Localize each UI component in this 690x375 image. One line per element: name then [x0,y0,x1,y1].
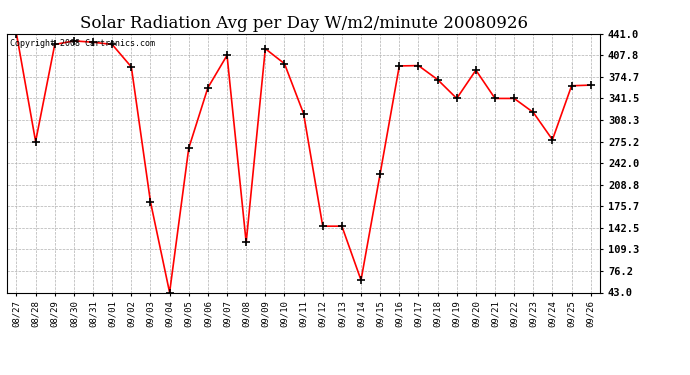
Text: Copyright 2008 Cartronics.com: Copyright 2008 Cartronics.com [10,39,155,48]
Title: Solar Radiation Avg per Day W/m2/minute 20080926: Solar Radiation Avg per Day W/m2/minute … [79,15,528,32]
